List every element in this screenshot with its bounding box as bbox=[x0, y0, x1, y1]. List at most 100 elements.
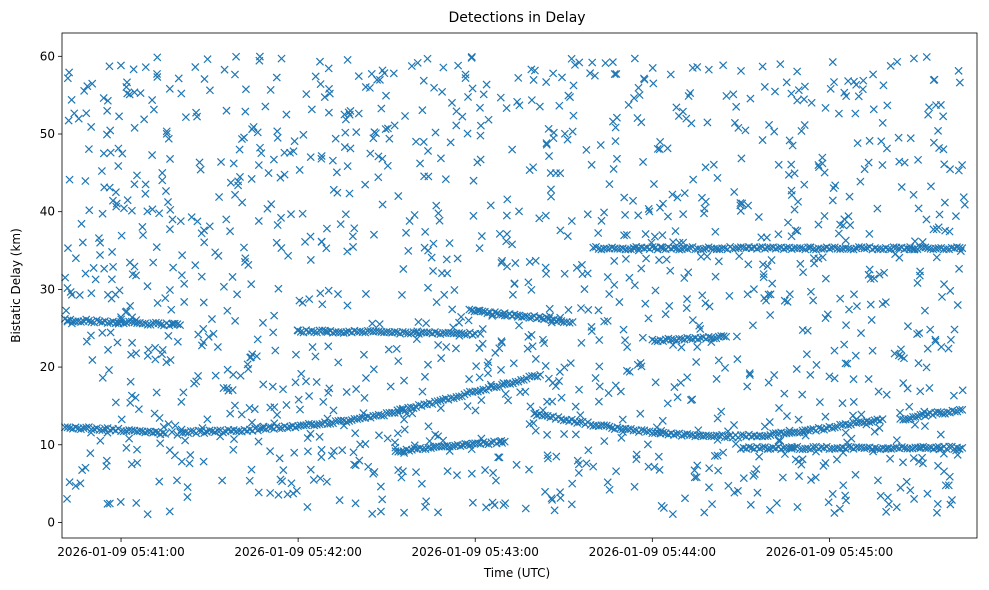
scatter-point bbox=[343, 55, 352, 64]
scatter-point bbox=[793, 502, 802, 511]
scatter-point bbox=[203, 55, 212, 64]
scatter-point bbox=[296, 327, 305, 336]
scatter-point bbox=[824, 498, 833, 507]
scatter-point bbox=[118, 149, 127, 158]
scatter-point bbox=[283, 423, 292, 432]
scatter-point bbox=[100, 183, 109, 192]
scatter-point bbox=[527, 285, 536, 294]
scatter-point bbox=[677, 343, 686, 352]
scatter-point bbox=[682, 114, 691, 123]
scatter-point bbox=[524, 465, 534, 474]
scatter-point bbox=[754, 212, 763, 222]
scatter-point bbox=[409, 328, 418, 337]
scatter-point bbox=[430, 328, 440, 337]
scatter-point bbox=[515, 321, 524, 330]
scatter-point bbox=[70, 109, 79, 118]
scatter-point bbox=[586, 69, 595, 78]
scatter-point bbox=[738, 199, 747, 208]
scatter-point bbox=[760, 82, 769, 91]
scatter-point bbox=[333, 290, 342, 299]
scatter-point bbox=[116, 61, 125, 70]
scatter-point bbox=[398, 327, 407, 336]
scatter-point bbox=[170, 451, 179, 460]
scatter-point bbox=[645, 207, 654, 216]
scatter-point bbox=[103, 290, 112, 299]
scatter-point bbox=[299, 130, 308, 139]
scatter-point bbox=[102, 462, 111, 471]
scatter-point bbox=[294, 395, 303, 404]
scatter-point bbox=[931, 337, 940, 346]
scatter-point bbox=[862, 244, 872, 253]
scatter-point bbox=[370, 128, 379, 137]
scatter-point bbox=[665, 301, 674, 310]
scatter-point bbox=[130, 123, 139, 132]
scatter-point bbox=[258, 318, 267, 327]
scatter-point bbox=[317, 151, 326, 161]
scatter-point bbox=[161, 429, 170, 438]
scatter-point bbox=[958, 386, 967, 395]
scatter-point bbox=[546, 185, 556, 194]
y-tick-label: 10 bbox=[40, 438, 55, 452]
scatter-point bbox=[878, 300, 887, 309]
scatter-point bbox=[683, 244, 692, 253]
scatter-point bbox=[666, 70, 675, 79]
scatter-point bbox=[76, 425, 85, 434]
scatter-point bbox=[595, 382, 604, 391]
scatter-point bbox=[199, 457, 208, 466]
scatter-point bbox=[96, 436, 105, 445]
scatter-point bbox=[836, 294, 845, 303]
scatter-point bbox=[668, 510, 677, 519]
scatter-point bbox=[791, 226, 800, 235]
scatter-point bbox=[659, 428, 668, 437]
scatter-point bbox=[248, 350, 257, 359]
scatter-point bbox=[663, 144, 672, 153]
scatter-point bbox=[753, 488, 762, 497]
scatter-point bbox=[548, 397, 557, 406]
scatter-point bbox=[743, 382, 752, 391]
scatter-point bbox=[655, 465, 664, 474]
scatter-point bbox=[378, 200, 387, 209]
scatter-point bbox=[316, 289, 325, 298]
scatter-point bbox=[203, 415, 212, 424]
scatter-point bbox=[947, 495, 956, 505]
scatter-point bbox=[793, 67, 802, 76]
scatter-point bbox=[396, 447, 406, 456]
scatter-point bbox=[936, 430, 945, 439]
scatter-point bbox=[699, 209, 709, 218]
scatter-point bbox=[125, 434, 134, 443]
scatter-point bbox=[820, 211, 829, 221]
scatter-point bbox=[383, 434, 392, 443]
scatter-point bbox=[717, 407, 726, 416]
scatter-point bbox=[82, 337, 91, 346]
scatter-point bbox=[468, 498, 477, 507]
scatter-point bbox=[434, 432, 443, 441]
scatter-point bbox=[425, 437, 434, 446]
scatter-point bbox=[610, 280, 619, 289]
scatter-point bbox=[420, 372, 429, 381]
scatter-point bbox=[152, 243, 161, 252]
scatter-point bbox=[483, 361, 492, 370]
scatter-point bbox=[115, 112, 124, 121]
scatter-point bbox=[275, 454, 284, 463]
scatter-point bbox=[273, 127, 282, 136]
scatter-point bbox=[874, 387, 883, 396]
scatter-point bbox=[732, 102, 741, 111]
scatter-point bbox=[461, 70, 470, 79]
scatter-point bbox=[307, 105, 316, 114]
scatter-point bbox=[424, 172, 433, 181]
scatter-point bbox=[625, 273, 634, 282]
scatter-point bbox=[604, 389, 613, 398]
scatter-point bbox=[511, 377, 520, 386]
scatter-point bbox=[384, 345, 393, 354]
scatter-point bbox=[352, 128, 361, 137]
scatter-point bbox=[140, 115, 149, 124]
scatter-point bbox=[830, 423, 839, 432]
scatter-point bbox=[873, 204, 882, 213]
scatter-point bbox=[353, 415, 362, 424]
scatter-point bbox=[670, 383, 679, 392]
scatter-point bbox=[311, 352, 320, 361]
scatter-point bbox=[611, 381, 620, 390]
scatter-point bbox=[158, 168, 167, 177]
scatter-point bbox=[155, 477, 164, 486]
scatter-point bbox=[829, 184, 838, 193]
